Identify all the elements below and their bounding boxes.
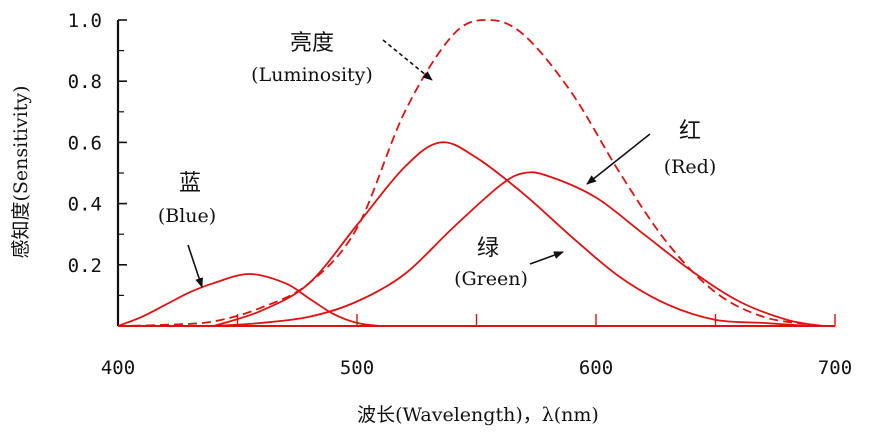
annotation-green-cn: 绿 <box>477 236 499 261</box>
annotation-luminosity-cn: 亮度 <box>290 31 334 56</box>
annotation-blue-en: (Blue) <box>158 205 216 227</box>
y-axis-label: 感知度(Sensitivity) <box>10 85 32 258</box>
arrow-green <box>529 251 564 265</box>
series-line-1 <box>117 273 382 327</box>
x-tick-label-2: 600 <box>579 357 613 379</box>
series-line-2 <box>213 141 812 327</box>
y-tick-label-0: 0.2 <box>68 255 102 277</box>
arrow-luminosity <box>382 39 433 81</box>
series-layer <box>117 19 824 327</box>
annotation-green-en: (Green) <box>454 268 528 290</box>
y-tick-label-3: 0.8 <box>68 71 102 93</box>
x-tick-label-1: 500 <box>340 357 374 379</box>
arrow-blue <box>187 244 203 288</box>
series-line-0 <box>117 19 812 327</box>
y-tick-label-4: 1.0 <box>68 10 102 32</box>
axes: 0.2 0.4 0.6 0.8 1.0 400 500 600 700 <box>68 10 852 379</box>
x-axis-label: 波长(Wavelength)，λ(nm) <box>357 404 599 426</box>
annotation-luminosity-en: (Luminosity) <box>251 64 373 86</box>
annotation-blue-cn: 蓝 <box>179 171 201 196</box>
x-tick-label-3: 700 <box>818 357 852 379</box>
series-line-3 <box>213 171 824 327</box>
annotation-red-en: (Red) <box>664 156 717 178</box>
y-tick-label-1: 0.4 <box>68 194 102 216</box>
y-tick-label-2: 0.6 <box>68 132 102 154</box>
annotation-red-cn: 红 <box>679 119 701 144</box>
x-tick-label-0: 400 <box>101 357 135 379</box>
arrow-red <box>586 133 651 185</box>
